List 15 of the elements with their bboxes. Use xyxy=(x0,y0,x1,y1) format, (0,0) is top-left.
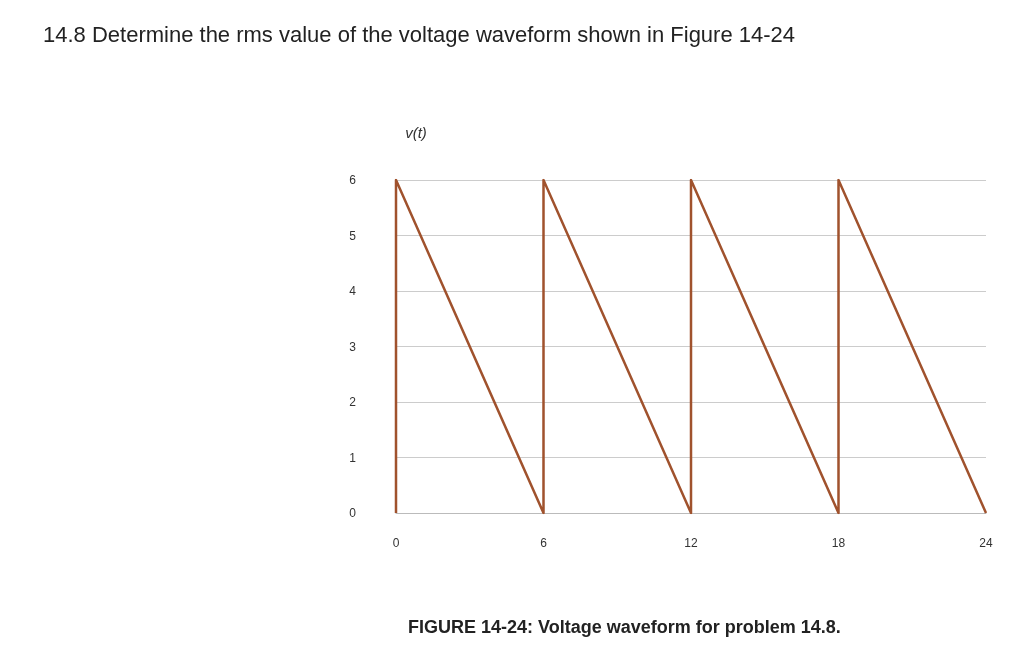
y-tick-label: 2 xyxy=(349,395,357,409)
x-tick-label: 6 xyxy=(540,536,548,550)
y-tick-label: 6 xyxy=(349,173,357,187)
y-axis-title: v(t) xyxy=(405,124,427,141)
x-tick-label: 0 xyxy=(392,536,400,550)
x-tick-label: 18 xyxy=(831,536,846,550)
chart-title: 14.8 Determine the rms value of the voltage waveform shown in Figure 14-24 xyxy=(43,21,796,47)
y-tick-label: 4 xyxy=(349,284,357,298)
y-tick-label: 0 xyxy=(349,506,357,520)
y-tick-label: 3 xyxy=(349,339,357,354)
x-tick-label: 12 xyxy=(684,536,698,550)
x-tick-label: 24 xyxy=(979,536,993,550)
caption: FIGURE 14-24: Voltage waveform for problem 14.8. xyxy=(408,617,841,637)
y-tick-label: 1 xyxy=(349,450,357,465)
y-tick-label: 5 xyxy=(349,228,357,243)
